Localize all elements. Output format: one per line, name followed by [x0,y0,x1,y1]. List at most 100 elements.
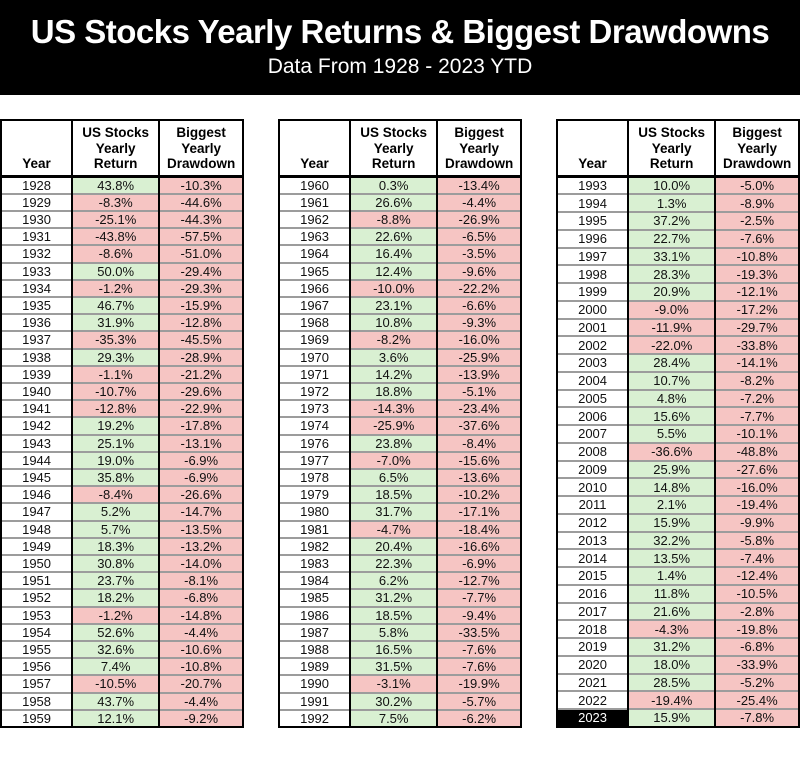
drawdown-cell: -12.7% [436,571,522,590]
return-cell: 23.8% [349,433,439,452]
return-cell: -36.6% [627,441,717,461]
column-header-year: Year [277,120,352,178]
year-cell: 2013 [555,530,630,550]
return-cell: 31.2% [349,588,439,607]
year-row: 1972 18.8% -5.1% [277,381,522,401]
year-cell: 1937 [0,330,74,349]
year-row: 1968 10.8% -9.3% [277,313,522,332]
year-row: 1979 18.5% -10.2% [277,485,522,504]
drawdown-cell: -9.3% [436,313,522,332]
return-cell: 2.1% [627,495,717,514]
year-row: 1959 12.1% -9.2% [0,708,244,727]
year-cell: 1970 [277,347,352,366]
return-cell: 28.5% [627,672,717,692]
year-row: 1983 22.3% -6.9% [277,553,522,573]
column-header-return: US Stocks Yearly Return [627,120,717,178]
drawdown-cell: -5.2% [714,672,800,692]
drawdown-cell: -21.2% [158,364,244,383]
return-cell: -3.1% [349,674,439,693]
return-cell: 1.3% [627,193,717,213]
year-cell: 1935 [0,295,74,315]
year-cell: 1984 [277,571,352,590]
year-row: 1953 -1.2% -14.8% [0,605,244,624]
year-row: 1933 50.0% -29.4% [0,261,244,280]
year-row: 1955 32.6% -10.6% [0,639,244,659]
year-row: 1977 -7.0% -15.6% [277,450,522,469]
return-cell: -8.4% [71,485,161,504]
drawdown-cell: -29.4% [158,261,244,280]
year-row: 2019 31.2% -6.8% [555,637,800,656]
return-cell: 4.8% [627,388,717,408]
drawdown-cell: -14.8% [158,605,244,624]
year-cell: 1939 [0,364,74,383]
return-cell: 6.5% [349,467,439,487]
drawdown-cell: -26.6% [158,485,244,504]
year-cell: 1956 [0,657,74,676]
year-row: 1969 -8.2% -16.0% [277,330,522,349]
year-cell: 2002 [555,335,630,355]
drawdown-cell: -17.2% [714,299,800,319]
return-cell: 18.2% [71,588,161,607]
year-row: 1928 43.8% -10.3% [0,175,244,194]
return-cell: 22.6% [349,227,439,246]
drawdown-cell: -18.4% [436,519,522,538]
year-cell: 1953 [0,605,74,624]
return-cell: 18.5% [349,485,439,504]
drawdown-cell: -6.8% [158,588,244,607]
year-cell: 1934 [0,278,74,297]
return-cell: -10.5% [71,674,161,693]
return-cell: 10.7% [627,370,717,390]
year-row: 1960 0.3% -13.4% [277,175,522,194]
year-cell: 1996 [555,228,630,248]
year-cell: 1950 [0,553,74,573]
drawdown-cell: -7.7% [436,588,522,607]
year-cell: 1981 [277,519,352,538]
year-row: 1946 -8.4% -26.6% [0,485,244,504]
return-cell: 12.1% [71,708,161,727]
year-cell: 2011 [555,495,630,514]
year-cell: 1943 [0,433,74,452]
year-cell: 1929 [0,192,74,211]
year-row: 1994 1.3% -8.9% [555,193,800,213]
return-cell: -8.8% [349,209,439,229]
year-cell: 2023 [555,708,630,727]
drawdown-cell: -48.8% [714,441,800,461]
drawdown-cell: -10.1% [714,424,800,443]
drawdown-cell: -9.4% [436,605,522,624]
drawdown-cell: -44.6% [158,192,244,211]
drawdown-cell: -13.5% [158,519,244,538]
year-row: 2002 -22.0% -33.8% [555,335,800,355]
return-cell: 1.4% [627,566,717,585]
year-row: 1964 16.4% -3.5% [277,244,522,263]
year-row: 1963 22.6% -6.5% [277,227,522,246]
year-row: 1974 -25.9% -37.6% [277,416,522,435]
return-cell: 5.5% [627,424,717,443]
year-row: 2020 18.0% -33.9% [555,654,800,674]
return-cell: 23.7% [71,571,161,590]
return-cell: -4.7% [349,519,439,538]
return-cell: -8.3% [71,192,161,211]
drawdown-cell: -6.2% [436,708,522,727]
year-row: 1996 22.7% -7.6% [555,228,800,248]
year-cell: 1965 [277,261,352,280]
return-cell: 29.3% [71,347,161,366]
year-row: 2011 2.1% -19.4% [555,495,800,514]
drawdown-cell: -9.6% [436,261,522,280]
return-cell: -22.0% [627,335,717,355]
year-cell: 1931 [0,227,74,246]
year-row: 2021 28.5% -5.2% [555,672,800,692]
year-row: 2023 15.9% -7.8% [555,708,800,727]
return-cell: 0.3% [349,175,439,194]
drawdown-cell: -14.1% [714,353,800,372]
drawdown-cell: -13.2% [158,536,244,555]
year-cell: 1986 [277,605,352,624]
drawdown-cell: -29.7% [714,317,800,337]
header-row: Year US Stocks Yearly Return Biggest Yearl… [0,120,244,178]
return-cell: 46.7% [71,295,161,315]
year-cell: 1932 [0,244,74,263]
year-row: 1952 18.2% -6.8% [0,588,244,607]
drawdown-cell: -6.9% [158,467,244,487]
return-cell: 7.5% [349,708,439,727]
year-row: 1957 -10.5% -20.7% [0,674,244,693]
year-cell: 1930 [0,209,74,229]
